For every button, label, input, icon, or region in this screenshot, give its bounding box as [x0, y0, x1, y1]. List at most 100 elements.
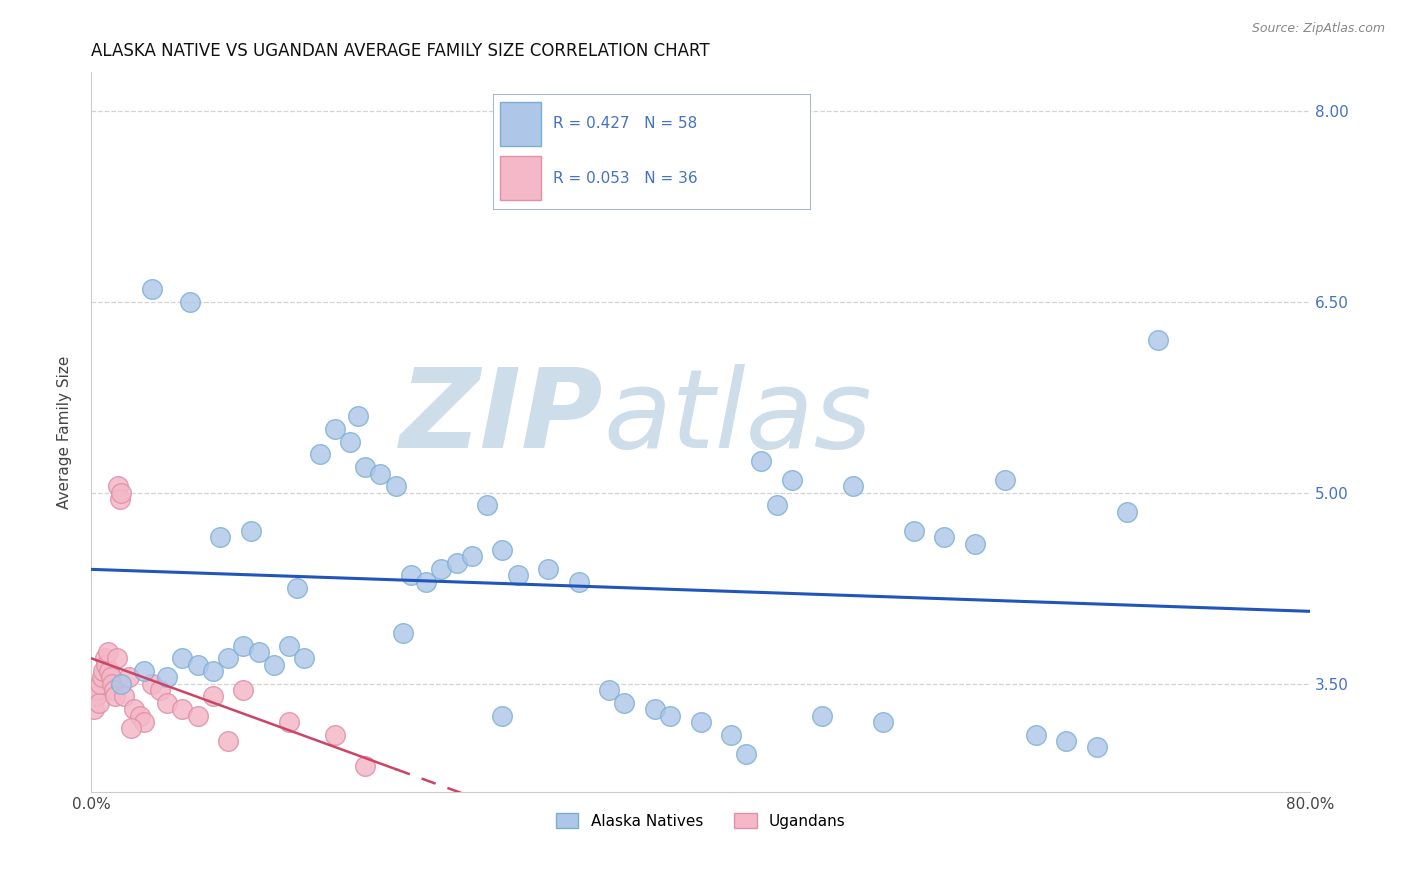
- Point: [1146, 333, 1168, 347]
- Point: [934, 530, 956, 544]
- Point: [239, 524, 262, 538]
- Text: atlas: atlas: [603, 364, 872, 471]
- Point: [141, 676, 163, 690]
- Point: [644, 702, 666, 716]
- Point: [120, 721, 142, 735]
- Point: [172, 651, 194, 665]
- Point: [323, 728, 346, 742]
- Point: [354, 460, 377, 475]
- Point: [1025, 728, 1047, 742]
- Point: [105, 651, 128, 665]
- Point: [278, 714, 301, 729]
- Text: ZIP: ZIP: [399, 364, 603, 471]
- Point: [475, 499, 498, 513]
- Point: [491, 543, 513, 558]
- Point: [89, 676, 111, 690]
- Point: [110, 676, 132, 690]
- Point: [689, 714, 711, 729]
- Point: [963, 536, 986, 550]
- Point: [148, 683, 170, 698]
- Point: [491, 708, 513, 723]
- Point: [87, 696, 110, 710]
- Point: [994, 473, 1017, 487]
- Point: [659, 708, 682, 723]
- Point: [872, 714, 894, 729]
- Point: [104, 690, 127, 704]
- Point: [263, 657, 285, 672]
- Point: [232, 683, 254, 698]
- Point: [903, 524, 925, 538]
- Point: [598, 683, 620, 698]
- Point: [110, 485, 132, 500]
- Point: [780, 473, 803, 487]
- Point: [308, 448, 330, 462]
- Point: [370, 467, 392, 481]
- Point: [90, 670, 112, 684]
- Point: [156, 696, 179, 710]
- Point: [354, 759, 377, 773]
- Point: [107, 479, 129, 493]
- Point: [506, 568, 529, 582]
- Point: [134, 664, 156, 678]
- Point: [91, 664, 114, 678]
- Point: [461, 549, 484, 564]
- Point: [735, 747, 758, 761]
- Point: [97, 645, 120, 659]
- Point: [172, 702, 194, 716]
- Point: [217, 734, 239, 748]
- Point: [392, 625, 415, 640]
- Text: Source: ZipAtlas.com: Source: ZipAtlas.com: [1251, 22, 1385, 36]
- Point: [187, 708, 209, 723]
- Point: [346, 409, 368, 424]
- Point: [201, 664, 224, 678]
- Point: [384, 479, 406, 493]
- Point: [134, 714, 156, 729]
- Point: [811, 708, 834, 723]
- Point: [568, 574, 591, 589]
- Point: [187, 657, 209, 672]
- Point: [292, 651, 315, 665]
- Point: [128, 708, 150, 723]
- Point: [201, 690, 224, 704]
- Point: [108, 491, 131, 506]
- Point: [399, 568, 422, 582]
- Point: [247, 645, 270, 659]
- Point: [720, 728, 742, 742]
- Point: [339, 434, 361, 449]
- Point: [86, 683, 108, 698]
- Point: [446, 556, 468, 570]
- Point: [323, 422, 346, 436]
- Point: [84, 690, 107, 704]
- Point: [285, 581, 308, 595]
- Point: [156, 670, 179, 684]
- Point: [83, 702, 105, 716]
- Point: [93, 651, 115, 665]
- Point: [98, 664, 121, 678]
- Y-axis label: Average Family Size: Average Family Size: [58, 356, 72, 508]
- Point: [537, 562, 560, 576]
- Point: [100, 670, 122, 684]
- Point: [613, 696, 636, 710]
- Point: [103, 683, 125, 698]
- Point: [179, 294, 201, 309]
- Legend: Alaska Natives, Ugandans: Alaska Natives, Ugandans: [550, 806, 852, 835]
- Point: [118, 670, 141, 684]
- Point: [842, 479, 865, 493]
- Point: [122, 702, 145, 716]
- Point: [141, 282, 163, 296]
- Point: [96, 657, 118, 672]
- Point: [1116, 505, 1139, 519]
- Point: [101, 676, 124, 690]
- Point: [765, 499, 787, 513]
- Point: [114, 690, 136, 704]
- Point: [1085, 740, 1108, 755]
- Point: [751, 454, 773, 468]
- Point: [430, 562, 453, 576]
- Point: [415, 574, 437, 589]
- Text: ALASKA NATIVE VS UGANDAN AVERAGE FAMILY SIZE CORRELATION CHART: ALASKA NATIVE VS UGANDAN AVERAGE FAMILY …: [91, 42, 710, 60]
- Point: [278, 639, 301, 653]
- Point: [1054, 734, 1077, 748]
- Point: [209, 530, 232, 544]
- Point: [217, 651, 239, 665]
- Point: [232, 639, 254, 653]
